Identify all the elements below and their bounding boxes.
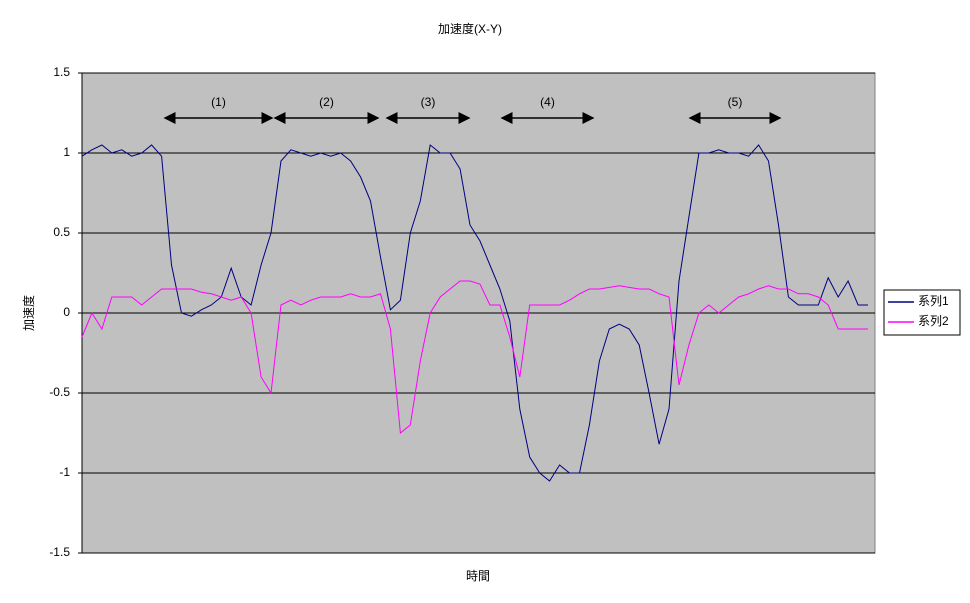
y-tick-label: -0.5 xyxy=(49,385,70,399)
y-tick-label: 0.5 xyxy=(53,225,70,239)
y-axis-label: 加速度 xyxy=(21,295,36,331)
y-tick-label: 1 xyxy=(63,145,70,159)
legend-label: 系列1 xyxy=(918,294,949,308)
chart-title: 加速度(X-Y) xyxy=(438,21,502,36)
annotation-label: (2) xyxy=(319,95,334,109)
y-tick-label: 1.5 xyxy=(53,65,70,79)
series-line xyxy=(81,144,868,482)
legend xyxy=(883,289,961,336)
annotation-label: (5) xyxy=(728,95,743,109)
y-tick-label: -1 xyxy=(59,465,70,479)
y-tick-label: -1.5 xyxy=(49,545,70,559)
annotation-label: (1) xyxy=(211,95,226,109)
annotation-label: (3) xyxy=(421,95,436,109)
legend-label: 系列2 xyxy=(918,314,949,328)
y-tick-label: 0 xyxy=(63,305,70,319)
series-line xyxy=(81,280,868,434)
annotation-label: (4) xyxy=(540,95,555,109)
x-axis-label: 時間 xyxy=(466,569,490,583)
